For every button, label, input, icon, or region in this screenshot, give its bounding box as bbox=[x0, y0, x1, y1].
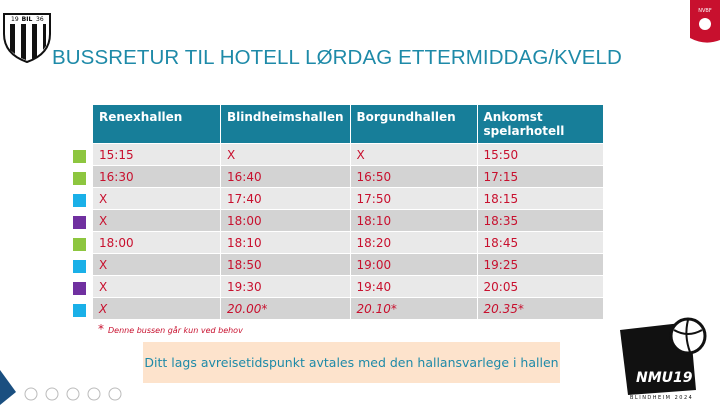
table-cell: X bbox=[92, 253, 221, 276]
event-sub: BLINDHEIM 2024 bbox=[630, 395, 693, 401]
corner bbox=[0, 370, 16, 405]
table-cell: 18:20 bbox=[349, 231, 478, 254]
column-header: Renexhallen bbox=[92, 104, 221, 144]
table-cell: 18:50 bbox=[220, 253, 351, 276]
table-row: X 17:40 17:50 18:15 bbox=[92, 187, 604, 210]
row-marker bbox=[73, 238, 86, 251]
table-cell: 17:15 bbox=[476, 165, 604, 188]
federation-text: NVBF bbox=[698, 8, 712, 14]
row-marker bbox=[73, 194, 86, 207]
table-row: X 18:50 19:00 19:25 bbox=[92, 253, 604, 276]
table-cell: X bbox=[92, 209, 221, 232]
row-marker bbox=[73, 172, 86, 185]
club-shield bbox=[3, 13, 51, 64]
table-cell: 16:40 bbox=[220, 165, 351, 188]
table-cell: 18:00 bbox=[220, 209, 351, 232]
club-text: BIL bbox=[22, 16, 33, 23]
table-cell: 18:10 bbox=[349, 209, 478, 232]
column-header: Blindheimshallen bbox=[220, 104, 351, 144]
federation-ball bbox=[699, 18, 711, 30]
table-cell: 19:30 bbox=[220, 275, 351, 298]
table-cell: 20.10* bbox=[349, 297, 478, 320]
table-cell: 20.35* bbox=[476, 297, 604, 320]
table-row: 16:30 16:40 16:50 17:15 bbox=[92, 165, 604, 188]
column-header: Ankomst spelarhotell bbox=[476, 104, 604, 144]
row-marker bbox=[73, 150, 86, 163]
table-cell: 20:05 bbox=[476, 275, 604, 298]
table-cell: X bbox=[220, 143, 351, 166]
row-marker bbox=[73, 304, 86, 317]
shield-stripes bbox=[10, 24, 46, 60]
table-cell: X bbox=[349, 143, 478, 166]
header-row: Renexhallen Blindheimshallen Borgundhallen… bbox=[92, 104, 604, 144]
row-marker bbox=[73, 260, 86, 273]
table-cell: 18:15 bbox=[476, 187, 604, 210]
club-text: 36 bbox=[36, 16, 44, 23]
table-cell: 19:25 bbox=[476, 253, 604, 276]
nav-icons bbox=[24, 387, 122, 401]
row-marker bbox=[73, 282, 86, 295]
table-cell: 17:40 bbox=[220, 187, 351, 210]
info-box: Ditt lags avreisetidspunkt avtales med d… bbox=[143, 342, 560, 383]
table-cell: X bbox=[92, 275, 221, 298]
column-header: Borgundhallen bbox=[349, 104, 478, 144]
table-cell: 18:00 bbox=[92, 231, 221, 254]
table-row: X 19:30 19:40 20:05 bbox=[92, 275, 604, 298]
table-cell: 15:15 bbox=[92, 143, 221, 166]
schedule-table: Renexhallen Blindheimshallen Borgundhallen… bbox=[92, 104, 604, 320]
table-cell: 18:35 bbox=[476, 209, 604, 232]
footnote: * Denne bussen går kun ved behov bbox=[98, 322, 243, 336]
table-row: X 18:00 18:10 18:35 bbox=[92, 209, 604, 232]
table-cell: 17:50 bbox=[349, 187, 478, 210]
club-text: 19 bbox=[11, 16, 19, 23]
footnote-mark: * bbox=[98, 322, 104, 336]
table-cell: 18:10 bbox=[220, 231, 351, 254]
table-cell: 16:50 bbox=[349, 165, 478, 188]
event-ball bbox=[669, 317, 707, 355]
slide-title: BUSSRETUR TIL HOTELL LØRDAG ETTERMIDDAG/… bbox=[52, 46, 622, 69]
ball-lines bbox=[673, 319, 703, 353]
table-row: X 20.00* 20.10* 20.35* bbox=[92, 297, 604, 320]
row-marker bbox=[73, 216, 86, 229]
table-row: 18:00 18:10 18:20 18:45 bbox=[92, 231, 604, 254]
table-cell: X bbox=[92, 297, 221, 320]
table-cell: 19:00 bbox=[349, 253, 478, 276]
event-text: NMU19 bbox=[636, 370, 693, 386]
table-cell: 18:45 bbox=[476, 231, 604, 254]
table-cell: 19:40 bbox=[349, 275, 478, 298]
table-cell: 15:50 bbox=[476, 143, 604, 166]
table-cell: X bbox=[92, 187, 221, 210]
table-row: 15:15 X X 15:50 bbox=[92, 143, 604, 166]
table-cell: 16:30 bbox=[92, 165, 221, 188]
table-cell: 20.00* bbox=[220, 297, 351, 320]
footnote-text: Denne bussen går kun ved behov bbox=[108, 326, 243, 335]
